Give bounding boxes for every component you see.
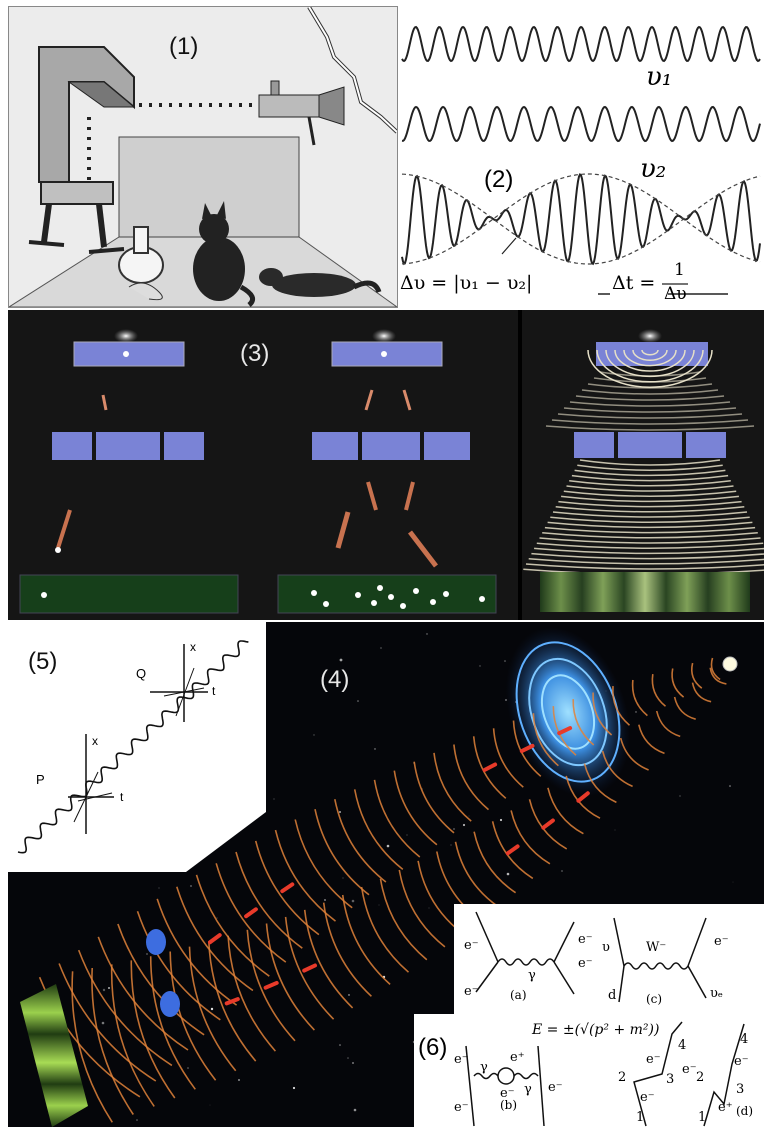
diagram-b-tag: (b) <box>500 1098 518 1112</box>
diagram-d-n1: 1 <box>636 1110 645 1125</box>
wave-interference-setup <box>523 329 764 612</box>
panel-5-worldline: (5) P Q x t x t <box>8 622 266 872</box>
point-p-label: P <box>36 772 45 787</box>
single-particle-setup <box>19 329 239 614</box>
diagram-b-tl: e⁻ <box>454 1052 469 1067</box>
double-slit-scene <box>19 310 764 620</box>
panel-2-label: (2) <box>484 166 514 193</box>
galaxy <box>505 626 631 798</box>
periscope-machine <box>28 46 136 254</box>
diagram-b-br: e⁻ <box>548 1080 563 1095</box>
diagram-c-tl: υ <box>602 940 610 955</box>
delta-nu-formula: Δυ = |υ₁ − υ₂| <box>400 272 533 294</box>
fraction-numerator: 1 <box>674 260 685 280</box>
diagram-d-m1: 1 <box>698 1110 707 1125</box>
diagram-a-tr: e⁻ <box>578 932 593 947</box>
flask <box>118 226 164 301</box>
diagram-a-br: e⁻ <box>578 956 593 971</box>
diagram-c-tag: (c) <box>646 992 663 1006</box>
light-source <box>722 656 738 672</box>
diagram-b-gamma-1: γ <box>480 1060 488 1075</box>
diagram-d-m2: 2 <box>696 1070 705 1085</box>
cat-lying <box>259 268 382 297</box>
detector-screen <box>20 984 88 1127</box>
diagram-a-boson: γ <box>528 968 536 983</box>
beat-wave <box>401 173 761 266</box>
panel-3-double-slit: (3) <box>8 310 764 620</box>
diagram-d-n2: 2 <box>618 1070 627 1085</box>
diagram-c-tr: e⁻ <box>714 934 729 949</box>
diagram-a-bl: e⁻ <box>464 984 479 999</box>
nu1-label: υ₁ <box>646 62 673 92</box>
diagram-c-br: υₑ <box>710 986 723 1001</box>
diagram-d-e1: e⁻ <box>640 1090 655 1105</box>
cat-sitting <box>193 201 256 307</box>
envelope-upper <box>401 173 761 265</box>
diagram-b-positron: e⁺ <box>510 1050 525 1065</box>
apparatus-sketch <box>9 7 397 307</box>
q-axis-t-label: t <box>212 684 216 698</box>
energy-formula: E = ±(√(p² + m²)) <box>532 1022 660 1038</box>
panel-6-feynman: E = ±(√(p² + m²)) (6) (a) e⁻ e⁻ e⁻ e⁻ γ … <box>414 904 764 1127</box>
wave-plot <box>401 25 761 295</box>
lensing-scene <box>20 626 738 1127</box>
blue-blob-1 <box>146 929 166 955</box>
many-particles-setup <box>277 329 497 614</box>
panel-4-label: (4) <box>320 666 350 693</box>
panel-6-label: (6) <box>418 1034 448 1062</box>
diagram-c-w: W⁻ <box>646 940 667 955</box>
diagram-d-tag: (d) <box>736 1104 754 1118</box>
diagram-d-m3: 3 <box>736 1082 745 1097</box>
panel-2-beat-waves: υ₁ υ₂ (2) Δυ = |υ₁ − υ₂| Δt = 1 Δυ <box>398 4 764 308</box>
wave-nu1 <box>401 25 761 63</box>
fraction-denominator: Δυ <box>664 284 687 304</box>
diagram-d-n4: 4 <box>678 1038 687 1053</box>
diagram-a-tl: e⁻ <box>464 938 479 953</box>
diagram-d-n3: 3 <box>666 1072 675 1087</box>
diagram-b-electron: e⁻ <box>500 1086 515 1101</box>
delta-t-formula: Δt = <box>612 272 656 294</box>
diagram-a-tag: (a) <box>510 988 527 1002</box>
diagram-d-e3: e⁻ <box>682 1062 697 1077</box>
diagram-d-e4: e⁻ <box>734 1054 749 1069</box>
q-axis-x-label: x <box>190 640 196 654</box>
emitter-device <box>258 80 345 146</box>
blue-blob-2 <box>160 991 180 1017</box>
envelope-lower <box>401 173 761 265</box>
diagram-d-m4: 4 <box>740 1032 749 1047</box>
diagram-c-bl: d <box>608 988 617 1003</box>
diagram-d-e2: e⁻ <box>646 1052 661 1067</box>
p-axis-t-label: t <box>120 790 124 804</box>
panel-5-label: (5) <box>28 648 58 675</box>
worldline-diagram <box>8 622 266 872</box>
diagram-b-gamma-2: γ <box>524 1082 532 1097</box>
pointer-line <box>501 237 517 255</box>
panel-1-schrodinger-apparatus: (1) <box>8 6 398 308</box>
panel-3-label: (3) <box>240 340 270 367</box>
nu2-label: υ₂ <box>640 154 667 184</box>
p-axis-x-label: x <box>92 734 98 748</box>
point-q-label: Q <box>136 666 147 681</box>
diagram-b-bl: e⁻ <box>454 1100 469 1115</box>
diagram-d-e5: e⁺ <box>718 1100 733 1115</box>
wave-nu2 <box>401 105 761 143</box>
panel-1-label: (1) <box>169 33 199 60</box>
